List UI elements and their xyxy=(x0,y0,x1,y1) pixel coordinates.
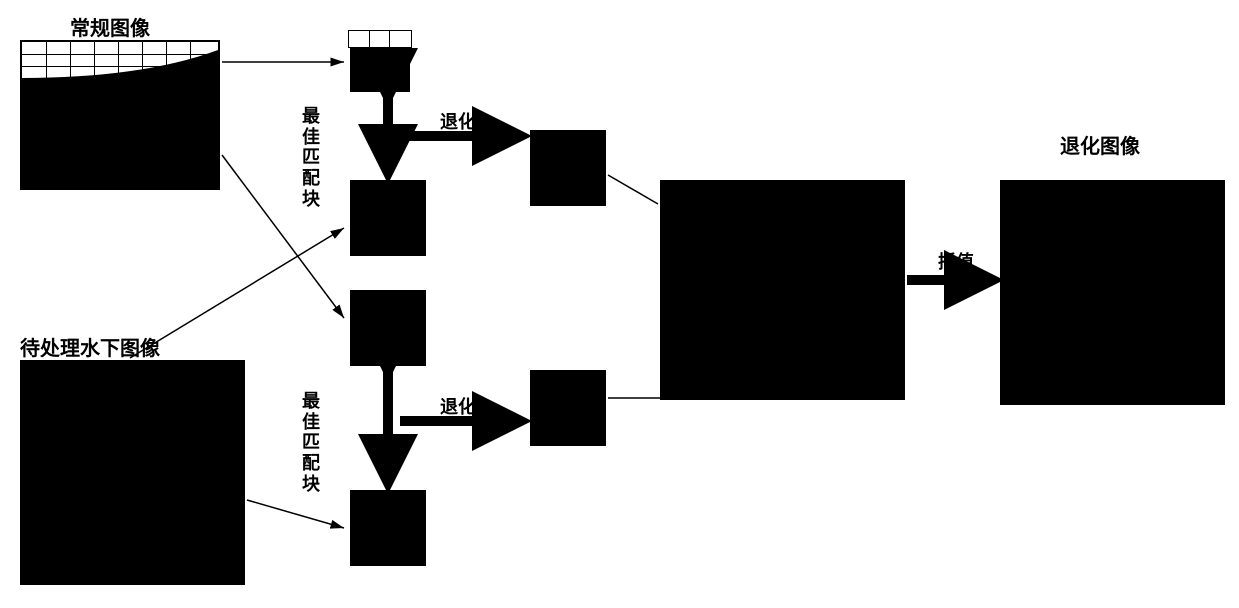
underwater-image xyxy=(20,360,245,585)
horizon-curve xyxy=(22,42,222,102)
degraded-small-bot xyxy=(530,370,606,446)
best-match-label-top: 最佳匹配块 xyxy=(300,106,322,209)
degraded-output-image xyxy=(1000,180,1225,405)
regular-image xyxy=(20,40,220,190)
patch-mid xyxy=(350,290,426,366)
underwater-image-label: 待处理水下图像 xyxy=(20,332,160,361)
degrade-label-bot: 退化 xyxy=(440,393,476,419)
degraded-small-top xyxy=(530,130,606,206)
degrade-label-top: 退化 xyxy=(440,108,476,134)
regular-image-label: 常规图像 xyxy=(70,12,150,41)
patch-top-small xyxy=(350,32,410,92)
degraded-output-label: 退化图像 xyxy=(1060,130,1140,159)
patch-bot-match xyxy=(350,490,426,566)
reconstructed-image xyxy=(660,180,905,400)
best-match-label-bot: 最佳匹配块 xyxy=(300,391,322,494)
patch-top-match xyxy=(350,180,426,256)
interpolate-label: 插值 xyxy=(938,248,974,274)
